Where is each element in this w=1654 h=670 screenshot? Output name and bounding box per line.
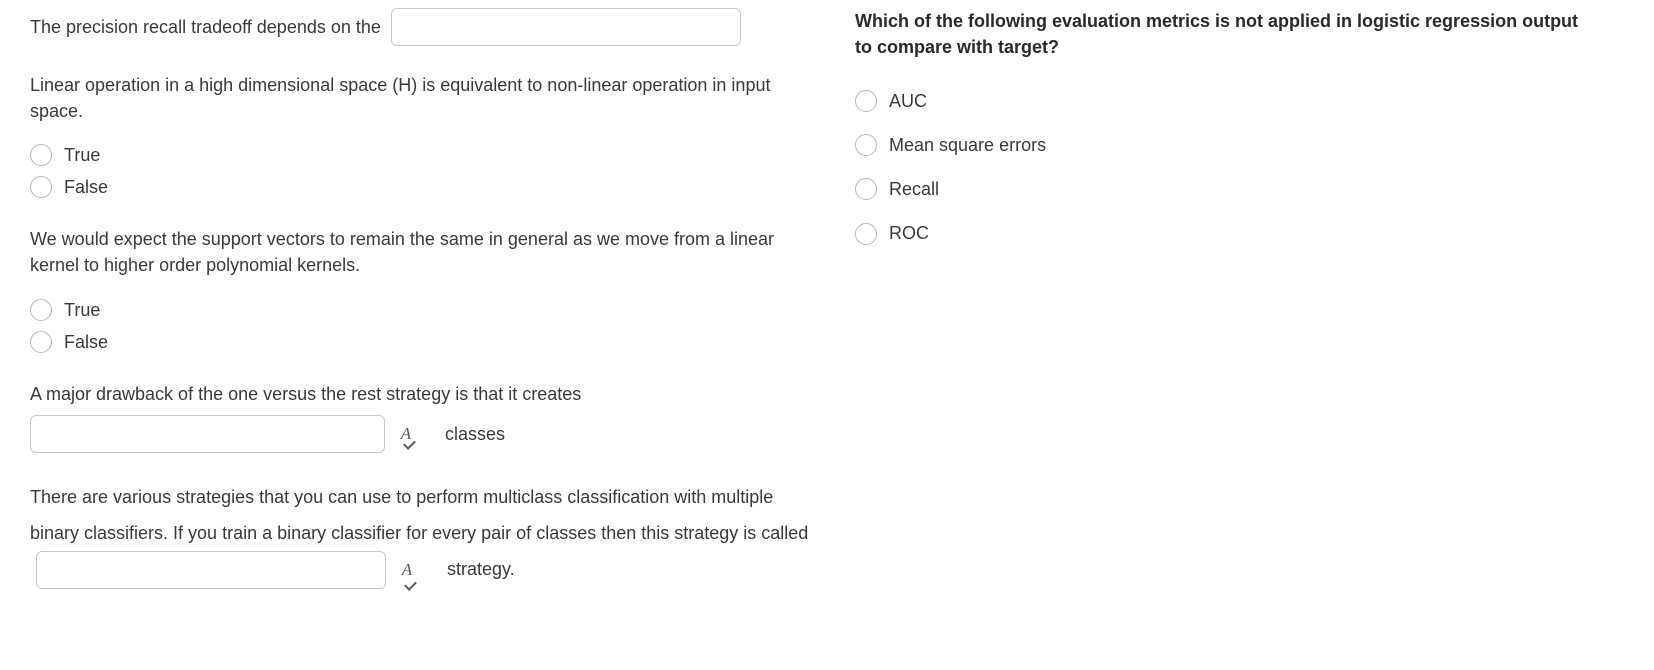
left-column: The precision recall tradeoff depends on…	[30, 8, 815, 589]
q6-prompt: Which of the following evaluation metric…	[855, 8, 1595, 60]
q6-block: Which of the following evaluation metric…	[855, 8, 1595, 247]
q6-option-label: Recall	[889, 176, 939, 202]
q5-flow: There are various strategies that you ca…	[30, 479, 815, 589]
q3-option-true[interactable]: True	[30, 297, 815, 323]
radio-icon	[855, 90, 877, 112]
q6-option-recall[interactable]: Recall	[855, 176, 1595, 202]
q3-option-label: False	[64, 329, 108, 355]
q5-input[interactable]	[36, 551, 386, 589]
q4-prompt: A major drawback of the one versus the r…	[30, 381, 815, 407]
q2-block: Linear operation in a high dimensional s…	[30, 72, 815, 200]
q3-block: We would expect the support vectors to r…	[30, 226, 815, 354]
radio-icon	[30, 144, 52, 166]
radio-icon	[855, 178, 877, 200]
q3-option-false[interactable]: False	[30, 329, 815, 355]
q6-option-label: Mean square errors	[889, 132, 1046, 158]
radio-icon	[30, 331, 52, 353]
q2-option-true[interactable]: True	[30, 142, 815, 168]
q3-options: True False	[30, 297, 815, 355]
q6-option-mse[interactable]: Mean square errors	[855, 132, 1595, 158]
radio-icon	[30, 176, 52, 198]
q6-option-label: ROC	[889, 220, 929, 246]
q4-suffix: classes	[445, 421, 505, 447]
q6-option-roc[interactable]: ROC	[855, 220, 1595, 246]
q3-option-label: True	[64, 297, 100, 323]
q1-prompt: The precision recall tradeoff depends on…	[30, 14, 381, 40]
q4-input[interactable]	[30, 415, 385, 453]
q5-suffix: strategy.	[447, 559, 515, 579]
q4-input-row: A classes	[30, 415, 815, 453]
q6-option-label: AUC	[889, 88, 927, 114]
right-column: Which of the following evaluation metric…	[855, 8, 1595, 589]
q5-block: There are various strategies that you ca…	[30, 479, 815, 589]
radio-icon	[30, 299, 52, 321]
q6-options: AUC Mean square errors Recall ROC	[855, 88, 1595, 246]
q2-option-false[interactable]: False	[30, 174, 815, 200]
q6-option-auc[interactable]: AUC	[855, 88, 1595, 114]
q2-option-label: False	[64, 174, 108, 200]
q1-block: The precision recall tradeoff depends on…	[30, 8, 815, 46]
spellcheck-icon[interactable]: A	[396, 553, 418, 587]
q5-prompt-before: There are various strategies that you ca…	[30, 487, 808, 543]
q4-block: A major drawback of the one versus the r…	[30, 381, 815, 453]
q2-options: True False	[30, 142, 815, 200]
q1-input[interactable]	[391, 8, 741, 46]
q3-prompt: We would expect the support vectors to r…	[30, 226, 815, 278]
q2-prompt: Linear operation in a high dimensional s…	[30, 72, 815, 124]
radio-icon	[855, 223, 877, 245]
quiz-page: The precision recall tradeoff depends on…	[0, 0, 1654, 589]
radio-icon	[855, 134, 877, 156]
q2-option-label: True	[64, 142, 100, 168]
spellcheck-icon[interactable]: A	[395, 422, 417, 447]
